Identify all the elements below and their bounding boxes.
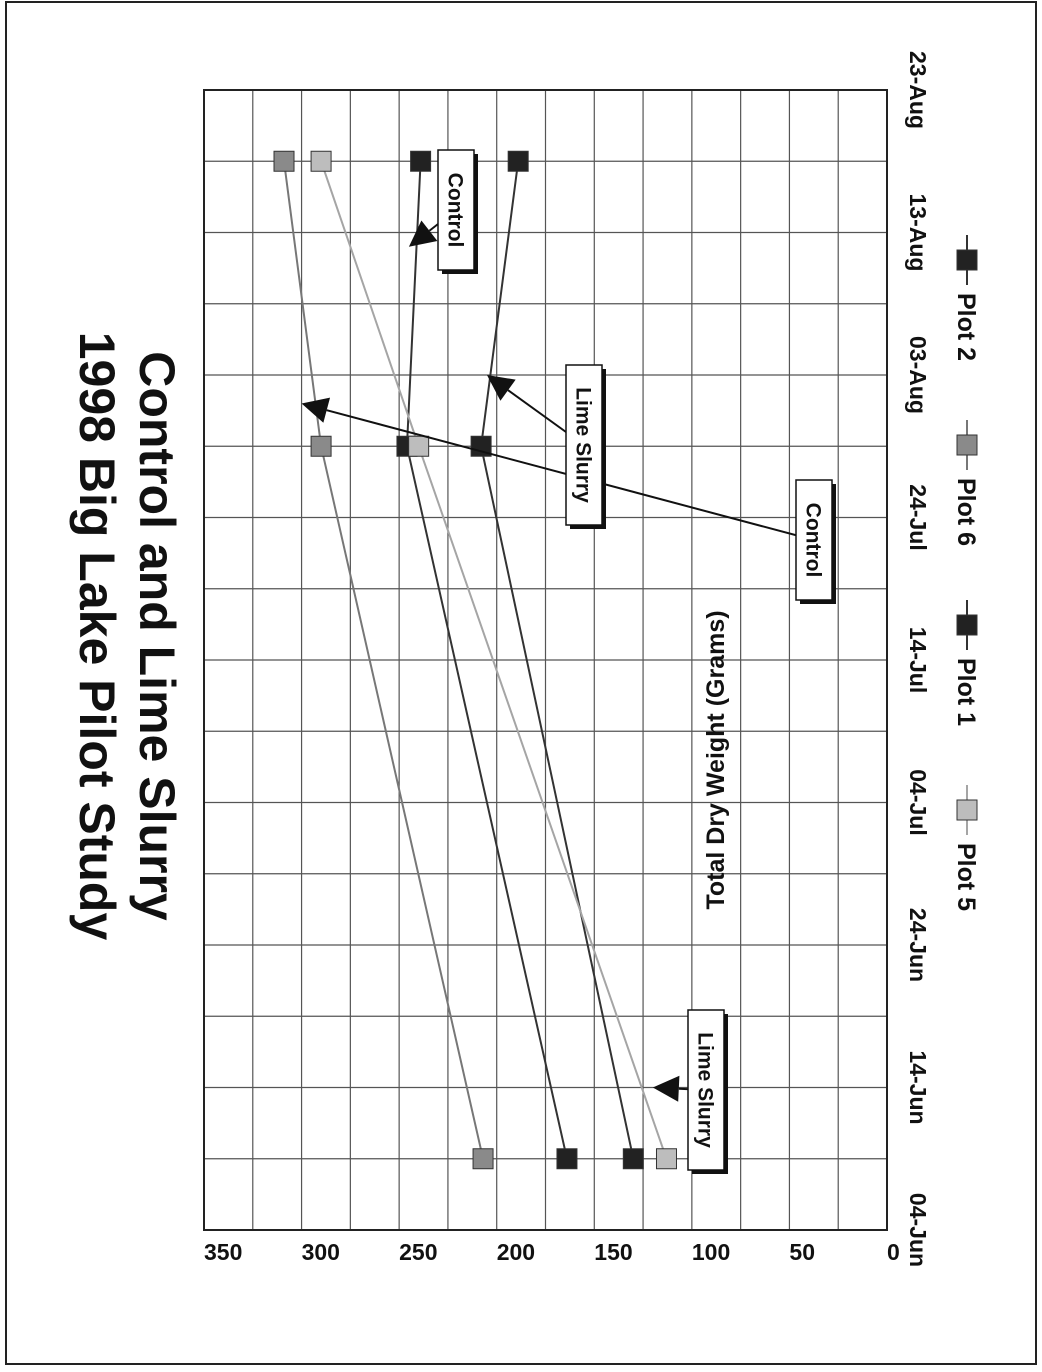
data-point xyxy=(310,150,332,172)
data-point xyxy=(556,1148,578,1170)
legend-marker xyxy=(956,614,978,636)
data-point xyxy=(410,150,432,172)
data-point xyxy=(470,435,492,457)
annotation-label: Lime Slurry xyxy=(571,387,594,503)
y-tick-label: 50 xyxy=(789,1239,815,1265)
legend-label: Plot 2 xyxy=(952,293,980,361)
arrow-head-icon xyxy=(652,1075,680,1102)
annotation-box xyxy=(437,149,475,271)
legend-label: Plot 1 xyxy=(952,658,980,726)
arrow-head-icon xyxy=(486,375,516,401)
arrow-head-icon xyxy=(408,220,438,247)
legend-marker xyxy=(956,434,978,456)
x-tick-label: 03-Aug xyxy=(905,336,931,414)
data-point xyxy=(408,435,430,457)
chart-subtitle: Control and Lime Slurry xyxy=(129,351,185,921)
annotation-label: Control xyxy=(443,173,466,248)
x-tick-label: 24-Jul xyxy=(905,484,931,550)
y-tick-label: 250 xyxy=(399,1239,437,1265)
annotation-label: Lime Slurry xyxy=(693,1032,716,1148)
data-point xyxy=(273,150,295,172)
x-tick-label: 13-Aug xyxy=(905,194,931,272)
x-tick-label: 14-Jun xyxy=(905,1050,931,1124)
legend-label: Plot 6 xyxy=(952,478,980,546)
series-markers xyxy=(273,150,677,1170)
y-tick-label: 200 xyxy=(497,1239,535,1265)
annotations: Control Control Lime Slurry Lime Slurry xyxy=(301,149,836,1174)
chart-title: 1998 Big Lake Pilot Study xyxy=(69,332,125,941)
x-tick-label: 14-Jul xyxy=(905,627,931,693)
y-tick-label: 150 xyxy=(594,1239,632,1265)
annotation-label: Control xyxy=(801,503,824,578)
y-tick-label: 300 xyxy=(302,1239,340,1265)
y-tick-label: 0 xyxy=(887,1239,900,1265)
y-tick-label: 350 xyxy=(204,1239,242,1265)
y-tick-label: 100 xyxy=(692,1239,730,1265)
x-tick-label: 04-Jul xyxy=(905,769,931,835)
data-point xyxy=(622,1148,644,1170)
legend-label: Plot 5 xyxy=(952,843,980,911)
tick-labels: 04-Jun 14-Jun 24-Jun 04-Jul 14-Jul 24-Jul 03-A… xyxy=(204,51,931,1267)
data-point xyxy=(655,1148,677,1170)
data-point xyxy=(507,150,529,172)
annotation-box xyxy=(687,1009,725,1171)
legend-marker xyxy=(956,249,978,271)
plot-border xyxy=(203,89,888,1231)
annotation-box xyxy=(795,479,833,601)
x-tick-label: 04-Jun xyxy=(905,1193,931,1267)
arrow-head-icon xyxy=(301,397,331,423)
legend-marker xyxy=(956,799,978,821)
outer-border xyxy=(5,1,1037,1365)
data-point xyxy=(310,435,332,457)
annotation-box xyxy=(565,364,603,526)
x-tick-label: 24-Jun xyxy=(905,908,931,982)
legend: Plot 2 Plot 6 Plot 1 Plot 5 xyxy=(952,235,980,911)
data-point xyxy=(472,1148,494,1170)
x-tick-label: 23-Aug xyxy=(905,51,931,129)
grid xyxy=(203,89,888,1231)
y-axis-label: Total Dry Weight (Grams) xyxy=(702,610,730,909)
